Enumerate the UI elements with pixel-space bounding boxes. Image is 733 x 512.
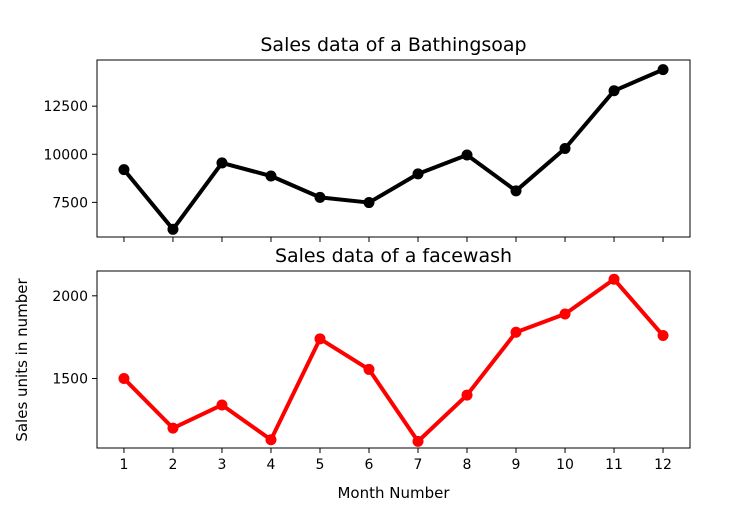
soap-series-line xyxy=(121,67,666,232)
soap-data-point xyxy=(314,191,326,203)
facewash-x-tick-label: 7 xyxy=(414,457,423,473)
facewash-y-tick-label: 1500 xyxy=(52,372,88,388)
facewash-data-point xyxy=(216,399,228,411)
facewash-x-tick-label: 6 xyxy=(365,457,374,473)
facewash-x-tick-label: 9 xyxy=(512,457,521,473)
soap-data-point xyxy=(559,143,571,154)
facewash-x-tick-label: 2 xyxy=(169,457,178,473)
soap-data-point xyxy=(118,164,130,176)
soap-data-point xyxy=(510,185,522,197)
soap-data-point xyxy=(216,157,228,169)
soap-y-tick-label: 10000 xyxy=(43,147,88,163)
facewash-x-tick-label: 4 xyxy=(267,457,276,473)
facewash-x-tick-label: 1 xyxy=(119,457,128,473)
facewash-x-tick-label: 11 xyxy=(605,457,623,473)
bathingsoap-subplot: Sales data of a Bathingsoap 7500 10000 1250… xyxy=(43,34,691,242)
soap-y-tick-label: 7500 xyxy=(52,195,88,211)
facewash-y-tick-label: 2000 xyxy=(52,289,88,305)
facewash-x-tick-label: 3 xyxy=(218,457,227,473)
facewash-x-tick-label: 10 xyxy=(556,457,574,473)
facewash-data-point xyxy=(363,363,375,375)
soap-data-point xyxy=(167,223,179,235)
facewash-x-tick-label: 12 xyxy=(654,457,672,473)
facewash-x-axis-label: Month Number xyxy=(337,484,450,502)
facewash-data-point xyxy=(657,330,669,342)
facewash-y-axis-label: Sales units in number xyxy=(13,278,31,442)
facewash-chart-title: Sales data of a facewash xyxy=(275,245,512,267)
soap-chart-title: Sales data of a Bathingsoap xyxy=(260,34,526,56)
facewash-data-point xyxy=(461,389,473,401)
facewash-data-point xyxy=(167,422,179,434)
soap-data-point xyxy=(461,149,473,161)
facewash-series-line xyxy=(121,277,666,444)
facewash-x-tick-label: 8 xyxy=(463,457,472,473)
facewash-data-point xyxy=(265,434,277,446)
facewash-axes-frame xyxy=(96,270,691,449)
soap-y-tick-label: 12500 xyxy=(43,99,88,115)
facewash-data-point xyxy=(118,373,130,385)
facewash-x-tick-label: 5 xyxy=(316,457,325,473)
soap-data-point xyxy=(657,64,669,76)
facewash-data-point xyxy=(608,273,620,285)
facewash-data-point xyxy=(559,308,571,320)
facewash-data-point xyxy=(412,435,424,447)
soap-data-point xyxy=(412,168,424,180)
soap-data-point xyxy=(608,85,620,97)
soap-axes-frame xyxy=(96,59,691,238)
facewash-data-point xyxy=(510,326,522,338)
soap-data-point xyxy=(363,197,375,209)
soap-data-point xyxy=(265,170,277,182)
facewash-data-point xyxy=(314,333,326,345)
